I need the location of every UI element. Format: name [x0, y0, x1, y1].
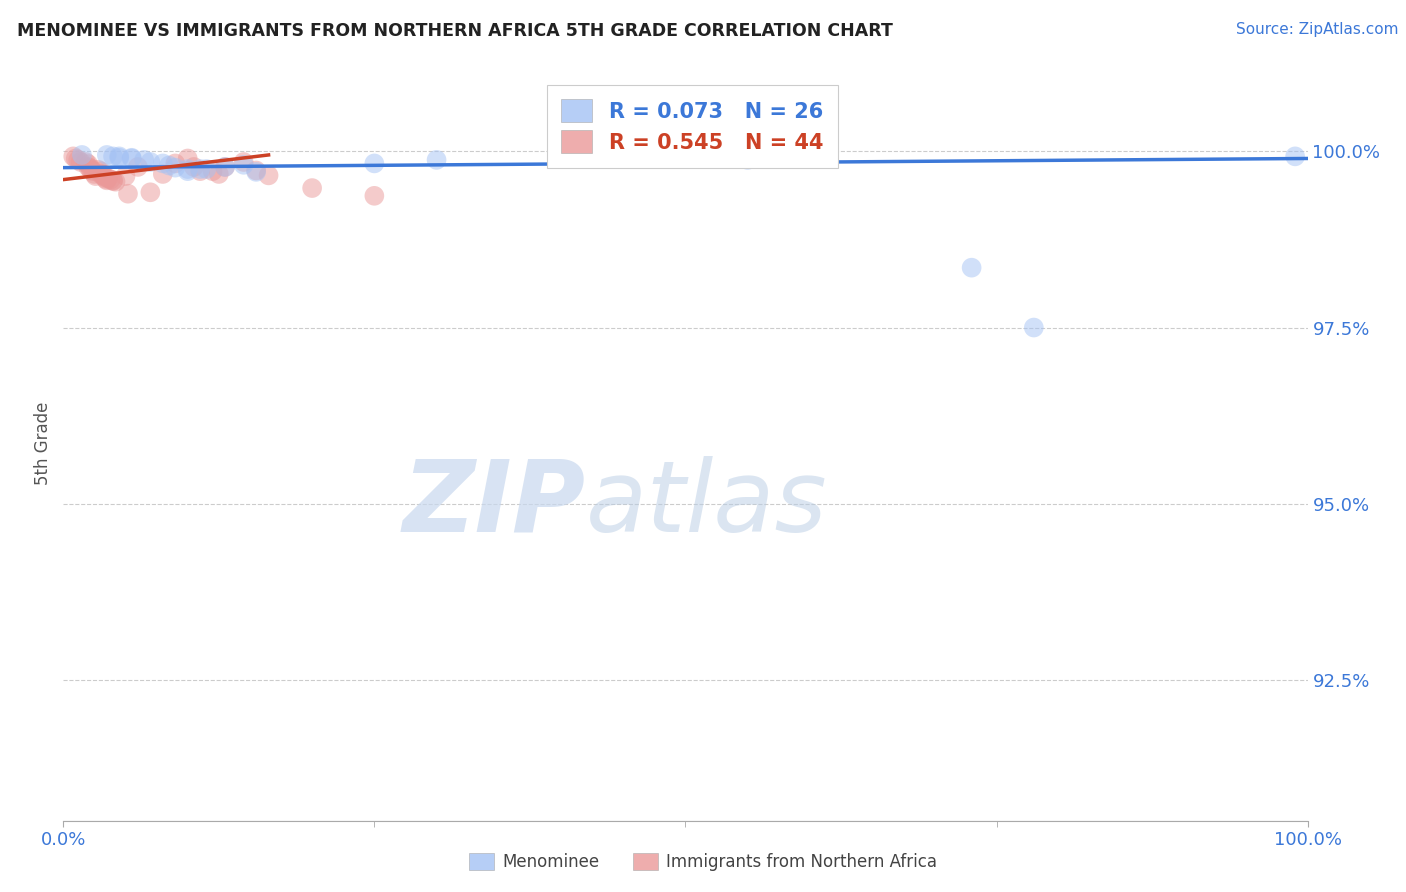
Point — [117, 186, 139, 201]
Legend: R = 0.073   N = 26, R = 0.545   N = 44: R = 0.073 N = 26, R = 0.545 N = 44 — [547, 85, 838, 168]
Y-axis label: 5th Grade: 5th Grade — [34, 402, 52, 485]
Point — [101, 173, 124, 187]
Point — [100, 172, 122, 186]
Point — [77, 160, 100, 174]
Point — [96, 148, 118, 162]
Point — [94, 170, 117, 185]
Point — [737, 153, 759, 167]
Point — [121, 151, 143, 165]
Point — [195, 162, 218, 177]
Point — [245, 163, 267, 178]
Point — [363, 156, 385, 170]
Point — [1022, 320, 1045, 334]
Point — [90, 164, 112, 178]
Point — [65, 152, 87, 166]
Point — [177, 162, 200, 177]
Point — [83, 167, 105, 181]
Point — [1284, 149, 1306, 163]
Point — [97, 171, 120, 186]
Point — [157, 159, 180, 173]
Point — [301, 181, 323, 195]
Point — [188, 164, 211, 178]
Point — [675, 149, 697, 163]
Point — [84, 169, 107, 183]
Point — [165, 156, 187, 170]
Point — [134, 153, 156, 167]
Point — [208, 167, 231, 181]
Point — [737, 148, 759, 162]
Point — [139, 155, 162, 169]
Text: atlas: atlas — [586, 456, 828, 552]
Point — [177, 164, 200, 178]
Point — [675, 150, 697, 164]
Text: ZIP: ZIP — [404, 456, 586, 552]
Point — [82, 164, 104, 178]
Point — [127, 160, 149, 174]
Text: Source: ZipAtlas.com: Source: ZipAtlas.com — [1236, 22, 1399, 37]
Point — [183, 160, 205, 174]
Point — [62, 149, 84, 163]
Point — [152, 167, 174, 181]
Point — [257, 169, 280, 183]
Point — [232, 155, 254, 169]
Point — [177, 152, 200, 166]
Point — [77, 157, 100, 171]
Point — [79, 161, 101, 176]
Point — [87, 162, 110, 177]
Point — [108, 149, 131, 163]
Point — [104, 175, 127, 189]
Point — [101, 174, 124, 188]
Point — [232, 158, 254, 172]
Point — [114, 169, 136, 183]
Point — [75, 155, 97, 169]
Text: MENOMINEE VS IMMIGRANTS FROM NORTHERN AFRICA 5TH GRADE CORRELATION CHART: MENOMINEE VS IMMIGRANTS FROM NORTHERN AF… — [17, 22, 893, 40]
Point — [90, 167, 112, 181]
Point — [94, 172, 117, 186]
Point — [214, 160, 236, 174]
Point — [214, 160, 236, 174]
Legend: Menominee, Immigrants from Northern Africa: Menominee, Immigrants from Northern Afri… — [461, 845, 945, 880]
Point — [121, 152, 143, 166]
Point — [96, 173, 118, 187]
Point — [79, 162, 101, 177]
Point — [245, 165, 267, 179]
Point — [70, 148, 93, 162]
Point — [165, 161, 187, 175]
Point — [960, 260, 983, 275]
Point — [152, 156, 174, 170]
Point — [108, 151, 131, 165]
Point — [188, 162, 211, 177]
Point — [201, 164, 224, 178]
Point — [91, 169, 114, 183]
Point — [69, 155, 91, 169]
Point — [139, 186, 162, 200]
Point — [426, 153, 449, 167]
Point — [91, 168, 114, 182]
Point — [67, 153, 90, 167]
Point — [363, 189, 385, 203]
Point — [101, 149, 124, 163]
